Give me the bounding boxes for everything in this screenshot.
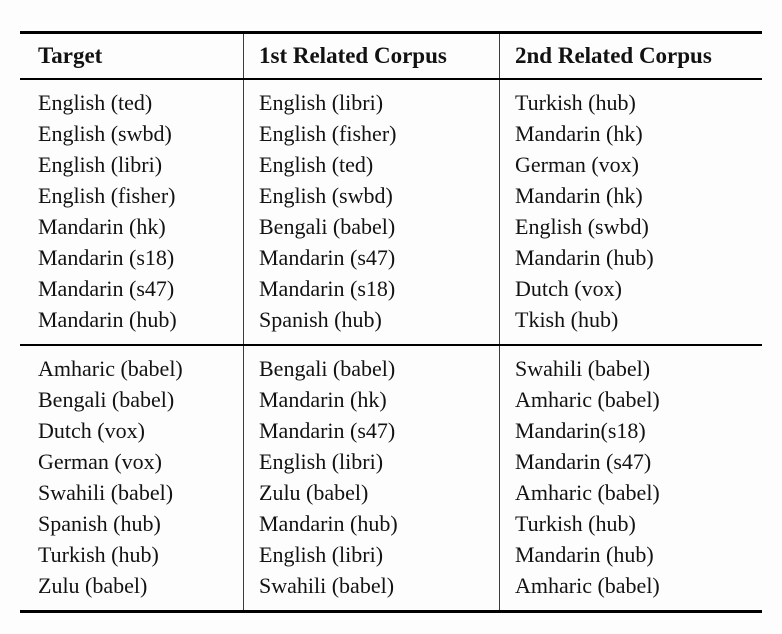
table-cell: Mandarin (hk) [499, 180, 762, 211]
table-row: English (swbd) English (fisher) Mandarin (… [20, 118, 762, 149]
table-group-1: English (ted) English (libri) Turkish (hub… [20, 80, 762, 344]
table-cell: Turkish (hub) [38, 542, 159, 567]
table-row: Spanish (hub) Mandarin (hub) Turkish (hub) [20, 508, 762, 539]
table-cell: Mandarin (hk) [243, 384, 499, 415]
table-cell: English (libri) [243, 446, 499, 477]
table-cell: Dutch (vox) [499, 273, 762, 304]
table-cell: Mandarin (s18) [38, 245, 175, 270]
table-cell: German (vox) [38, 449, 163, 474]
table-cell: Mandarin (hub) [499, 242, 762, 273]
table-group-2: Amharic (babel) Bengali (babel) Swahili (b… [20, 344, 762, 610]
table-row: Mandarin (s18) Mandarin (s47) Mandarin (hu… [20, 242, 762, 273]
table-cell: Swahili (babel) [243, 570, 499, 610]
table-cell: Swahili (babel) [38, 480, 174, 505]
table-cell: Mandarin (s47) [243, 415, 499, 446]
table-cell: English (fisher) [38, 183, 176, 208]
table-row: English (ted) English (libri) Turkish (hub… [20, 80, 762, 118]
table-row: Zulu (babel) Swahili (babel) Amharic (babe… [20, 570, 762, 610]
table-cell: Mandarin (hub) [499, 539, 762, 570]
table-cell: Zulu (babel) [243, 477, 499, 508]
table-cell: English (swbd) [499, 211, 762, 242]
column-header-first-related-corpus: 1st Related Corpus [243, 34, 499, 78]
table-cell: English (swbd) [38, 121, 172, 146]
table-cell: English (ted) [38, 90, 153, 115]
table-cell: English (swbd) [243, 180, 499, 211]
table-cell: Mandarin (hk) [499, 118, 762, 149]
table-cell: Bengali (babel) [243, 211, 499, 242]
table-cell: Bengali (babel) [38, 387, 175, 412]
table-cell: English (fisher) [243, 118, 499, 149]
table-cell: English (libri) [38, 152, 163, 177]
table-cell: Amharic (babel) [499, 384, 762, 415]
table-cell: Mandarin (s18) [243, 273, 499, 304]
table-cell: English (libri) [243, 80, 499, 118]
table-cell: Turkish (hub) [499, 80, 762, 118]
column-header-target: Target [38, 43, 103, 68]
table-row: Turkish (hub) English (libri) Mandarin (hu… [20, 539, 762, 570]
table-cell: Turkish (hub) [499, 508, 762, 539]
table-row: German (vox) English (libri) Mandarin (s47… [20, 446, 762, 477]
table-body: English (ted) English (libri) Turkish (hub… [20, 80, 762, 610]
table-cell: Spanish (hub) [38, 511, 161, 536]
table-row: Mandarin (s47) Mandarin (s18) Dutch (vox) [20, 273, 762, 304]
table-cell: Dutch (vox) [38, 418, 145, 443]
table-cell: Mandarin (hk) [38, 214, 166, 239]
table-row: English (libri) English (ted) German (vox) [20, 149, 762, 180]
table-header-row: Target 1st Related Corpus 2nd Related Co… [20, 34, 762, 80]
related-corpus-table: Target 1st Related Corpus 2nd Related Co… [20, 31, 762, 613]
column-header-second-related-corpus: 2nd Related Corpus [499, 34, 762, 78]
table-cell: Bengali (babel) [243, 346, 499, 384]
table-row: Dutch (vox) Mandarin (s47) Mandarin(s18) [20, 415, 762, 446]
table-cell: English (libri) [243, 539, 499, 570]
table-cell: Mandarin (s47) [38, 276, 175, 301]
table-row: Bengali (babel) Mandarin (hk) Amharic (bab… [20, 384, 762, 415]
table-cell: Mandarin (s47) [499, 446, 762, 477]
table-cell: Mandarin (hub) [38, 307, 177, 332]
table-cell: Mandarin(s18) [499, 415, 762, 446]
table-cell: Swahili (babel) [499, 346, 762, 384]
table-row: Mandarin (hk) Bengali (babel) English (swb… [20, 211, 762, 242]
table-cell: English (ted) [243, 149, 499, 180]
table-cell: Spanish (hub) [243, 304, 499, 344]
table-cell: Amharic (babel) [38, 356, 183, 381]
table-cell: Amharic (babel) [499, 477, 762, 508]
table-cell: Mandarin (hub) [243, 508, 499, 539]
table-row: Amharic (babel) Bengali (babel) Swahili (b… [20, 346, 762, 384]
table-cell: Amharic (babel) [499, 570, 762, 610]
table-row: English (fisher) English (swbd) Mandarin (… [20, 180, 762, 211]
table-row: Mandarin (hub) Spanish (hub) Tkish (hub) [20, 304, 762, 344]
table-cell: Tkish (hub) [499, 304, 762, 344]
table-cell: German (vox) [499, 149, 762, 180]
table-row: Swahili (babel) Zulu (babel) Amharic (babe… [20, 477, 762, 508]
table-cell: Mandarin (s47) [243, 242, 499, 273]
table-cell: Zulu (babel) [38, 573, 148, 598]
